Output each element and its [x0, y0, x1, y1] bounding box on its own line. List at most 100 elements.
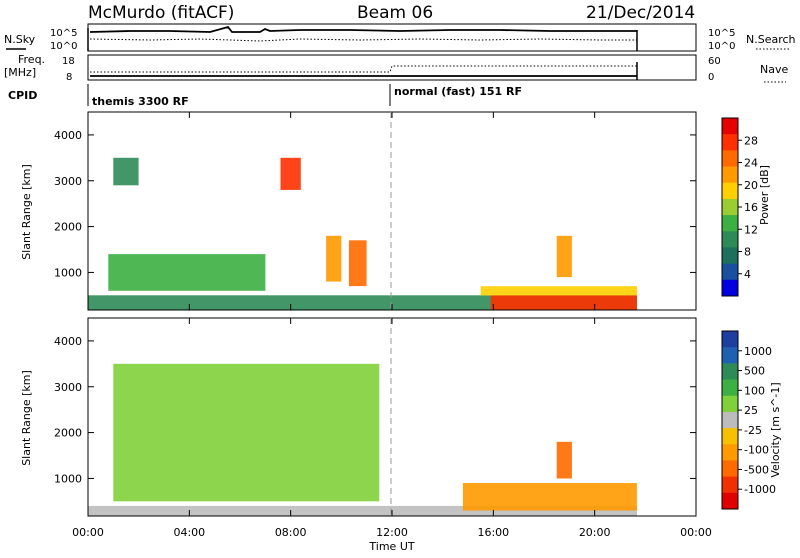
freq-left-tick-bottom: 8: [66, 72, 72, 83]
freq-strip: Freq. [MHz] 18 8 60 0 Nave: [4, 53, 788, 83]
data-feature: [348, 240, 367, 287]
x-tick-label: 04:00: [173, 526, 205, 539]
noise-right-tick-top: 10^5: [708, 28, 735, 39]
colorbar-swatch: [722, 379, 738, 397]
power-y-axis: 1000 2000 3000 4000: [54, 129, 696, 279]
colorbar-swatch: [722, 118, 738, 135]
colorbar-swatch: [722, 150, 738, 168]
colorbar-tick-label: 16: [744, 201, 758, 214]
data-feature: [88, 505, 637, 516]
colorbar-swatch: [722, 476, 738, 494]
y-tick-label: 4000: [54, 129, 82, 142]
x-tick-label: 00:00: [680, 526, 712, 539]
noise-right-tick-bottom: 10^0: [708, 41, 735, 52]
x-tick-label: 16:00: [477, 526, 509, 539]
colorbar-swatch: [722, 166, 738, 184]
colorbar-swatch: [722, 182, 738, 200]
data-feature: [480, 286, 637, 296]
cpid-strip: CPID themis 3300 RF normal (fast) 151 RF: [8, 84, 522, 108]
noise-right-label: N.Search: [746, 33, 796, 46]
colorbar-swatch: [722, 363, 738, 381]
cpid-mode-1: normal (fast) 151 RF: [394, 85, 522, 98]
velocity-y-axis: 1000 2000 3000 4000: [54, 335, 696, 485]
noise-left-label: N.Sky: [4, 33, 36, 46]
velocity-colorbar: 1000 500 100 25 -25 -100 -500 -1000: [721, 330, 776, 510]
x-axis-label: Time UT: [368, 540, 414, 553]
colorbar-swatch: [722, 395, 738, 413]
cpid-label: CPID: [8, 89, 37, 102]
y-tick-label: 3000: [54, 381, 82, 394]
freq-label-top: Freq.: [18, 53, 45, 66]
colorbar-swatch: [722, 247, 738, 265]
colorbar-swatch: [722, 198, 738, 216]
colorbar-swatch: [722, 347, 738, 364]
colorbar-tick-label: 8: [744, 246, 751, 259]
velocity-y-label: Slant Range [km]: [20, 370, 33, 466]
data-feature: [556, 235, 572, 278]
x-axis: 00:00 04:00 08:00 12:00 16:00 20:00 00:00: [72, 112, 712, 539]
colorbar-swatch: [722, 279, 738, 297]
station-title: McMurdo (fitACF): [88, 3, 234, 23]
y-tick-label: 4000: [54, 335, 82, 348]
cpid-mode-0: themis 3300 RF: [92, 95, 189, 108]
velocity-data-layer: [88, 363, 637, 516]
noise-strip-frame: [87, 23, 697, 52]
colorbar-tick-label: 1000: [744, 345, 772, 358]
nave-line: [90, 65, 637, 73]
colorbar-tick-label: -100: [744, 444, 769, 457]
x-tick-label: 00:00: [72, 526, 104, 539]
colorbar-tick-label: -25: [744, 424, 762, 437]
beam-title: Beam 06: [357, 3, 433, 23]
colorbar-frame: [721, 330, 739, 510]
freq-right-tick-top: 60: [708, 56, 721, 67]
y-tick-label: 1000: [54, 472, 82, 485]
data-feature: [462, 483, 637, 511]
power-cbar-label: Power [dB]: [758, 165, 771, 225]
colorbar-tick-label: -1000: [744, 483, 776, 496]
data-feature: [108, 254, 266, 291]
data-feature: [326, 235, 342, 282]
y-tick-label: 2000: [54, 427, 82, 440]
colorbar-swatch: [722, 263, 738, 281]
power-y-label: Slant Range [km]: [20, 164, 33, 260]
nave-right-label: Nave: [760, 63, 788, 76]
colorbar-tick-label: 500: [744, 365, 765, 378]
colorbar-tick-label: 12: [744, 223, 758, 236]
noise-search-line: [89, 38, 637, 42]
data-feature: [113, 157, 139, 186]
noise-left-tick-top: 10^5: [50, 28, 77, 39]
x-tick-label: 12:00: [376, 526, 408, 539]
colorbar-swatch: [722, 231, 738, 248]
power-data-layer: [88, 157, 637, 310]
y-tick-label: 2000: [54, 221, 82, 234]
x-tick-label: 20:00: [579, 526, 611, 539]
data-feature: [556, 441, 572, 479]
colorbar-tick-label: 4: [744, 268, 751, 281]
data-feature: [490, 295, 637, 310]
data-feature: [113, 363, 380, 502]
freq-strip-frame: [87, 54, 697, 81]
colorbar-swatch: [722, 492, 738, 510]
colorbar-tick-label: -500: [744, 463, 769, 476]
power-colorbar: 28 24 20 16 12 8 4: [721, 117, 758, 297]
colorbar-swatch: [722, 331, 738, 348]
colorbar-swatch: [722, 134, 738, 151]
colorbar-swatch: [722, 460, 738, 478]
velocity-cbar-label: Velocity [m s^-1]: [769, 382, 782, 477]
velocity-panel: 1000 2000 3000 4000 Slant Range [km] 1000 50…: [20, 317, 782, 517]
colorbar-tick-label: 28: [744, 134, 758, 147]
colorbar-tick-label: 24: [744, 157, 758, 170]
noise-left-tick-bottom: 10^0: [50, 41, 77, 52]
data-feature: [280, 157, 301, 190]
colorbar-tick-label: 100: [744, 384, 765, 397]
freq-left-tick-top: 18: [62, 56, 75, 67]
colorbar-tick-label: 20: [744, 179, 758, 192]
power-panel: 1000 2000 3000 4000 Slant Range [km] 28 24 20…: [20, 111, 771, 311]
noise-strip: N.Sky 10^5 10^0 10^5 10^0 N.Search: [4, 23, 796, 52]
colorbar-tick-label: 25: [744, 404, 758, 417]
y-tick-label: 3000: [54, 175, 82, 188]
colorbar-swatch: [722, 215, 738, 232]
colorbar-swatch: [722, 428, 738, 445]
date-title: 21/Dec/2014: [586, 3, 695, 23]
